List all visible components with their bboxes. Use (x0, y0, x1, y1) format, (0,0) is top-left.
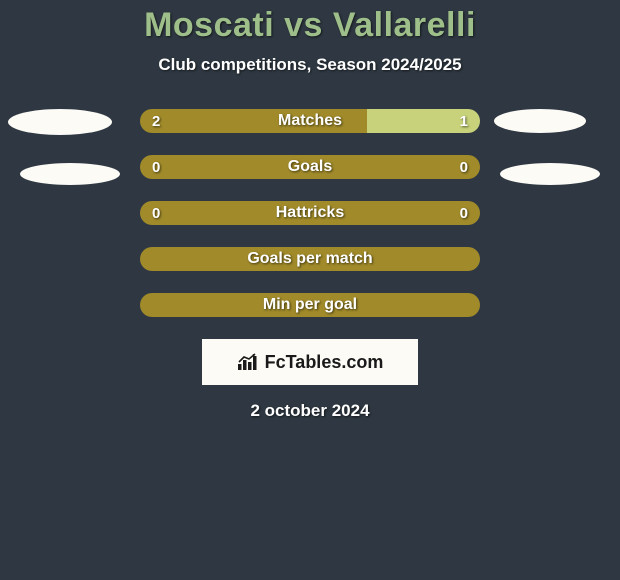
player-photo-placeholder (494, 109, 586, 133)
stat-row: 00Goals (140, 155, 480, 179)
stat-bar-player2 (468, 293, 480, 317)
stat-bar-player1: 0 (140, 201, 468, 225)
stat-row-wrap: Goals per match (0, 247, 620, 271)
stat-value-player1: 2 (152, 113, 160, 130)
date-text: 2 october 2024 (0, 401, 620, 421)
stat-bar-player1: 0 (140, 155, 468, 179)
stat-row-wrap: 00Hattricks (0, 201, 620, 225)
stat-bar-player2: 0 (468, 201, 480, 225)
stat-row: Goals per match (140, 247, 480, 271)
stat-bar-player1 (140, 293, 468, 317)
stat-bar-player2: 0 (468, 155, 480, 179)
stat-row: 21Matches (140, 109, 480, 133)
stat-row: Min per goal (140, 293, 480, 317)
player2-name: Vallarelli (333, 6, 476, 44)
stat-value-player1: 0 (152, 159, 160, 176)
logo-chart-icon (237, 353, 259, 371)
page-title: Moscati vs Vallarelli (0, 6, 620, 45)
stat-value-player2: 0 (460, 205, 468, 222)
stat-bar-player2: 1 (367, 109, 480, 133)
stat-value-player2: 1 (460, 113, 468, 130)
stat-value-player1: 0 (152, 205, 160, 222)
fctables-logo: FcTables.com (202, 339, 418, 385)
player-photo-placeholder (8, 109, 112, 135)
stat-row: 00Hattricks (140, 201, 480, 225)
player-photo-placeholder (20, 163, 120, 185)
subtitle: Club competitions, Season 2024/2025 (0, 55, 620, 75)
infographic-canvas: Moscati vs Vallarelli Club competitions,… (0, 0, 620, 580)
stat-value-player2: 0 (460, 159, 468, 176)
logo-text: FcTables.com (265, 352, 384, 373)
stats-area: 21Matches00Goals00HattricksGoals per mat… (0, 109, 620, 317)
stat-bar-player1: 2 (140, 109, 367, 133)
stat-bar-player1 (140, 247, 468, 271)
vs-word: vs (284, 6, 323, 44)
stat-bar-player2 (468, 247, 480, 271)
stat-row-wrap: Min per goal (0, 293, 620, 317)
player-photo-placeholder (500, 163, 600, 185)
player1-name: Moscati (144, 6, 274, 44)
